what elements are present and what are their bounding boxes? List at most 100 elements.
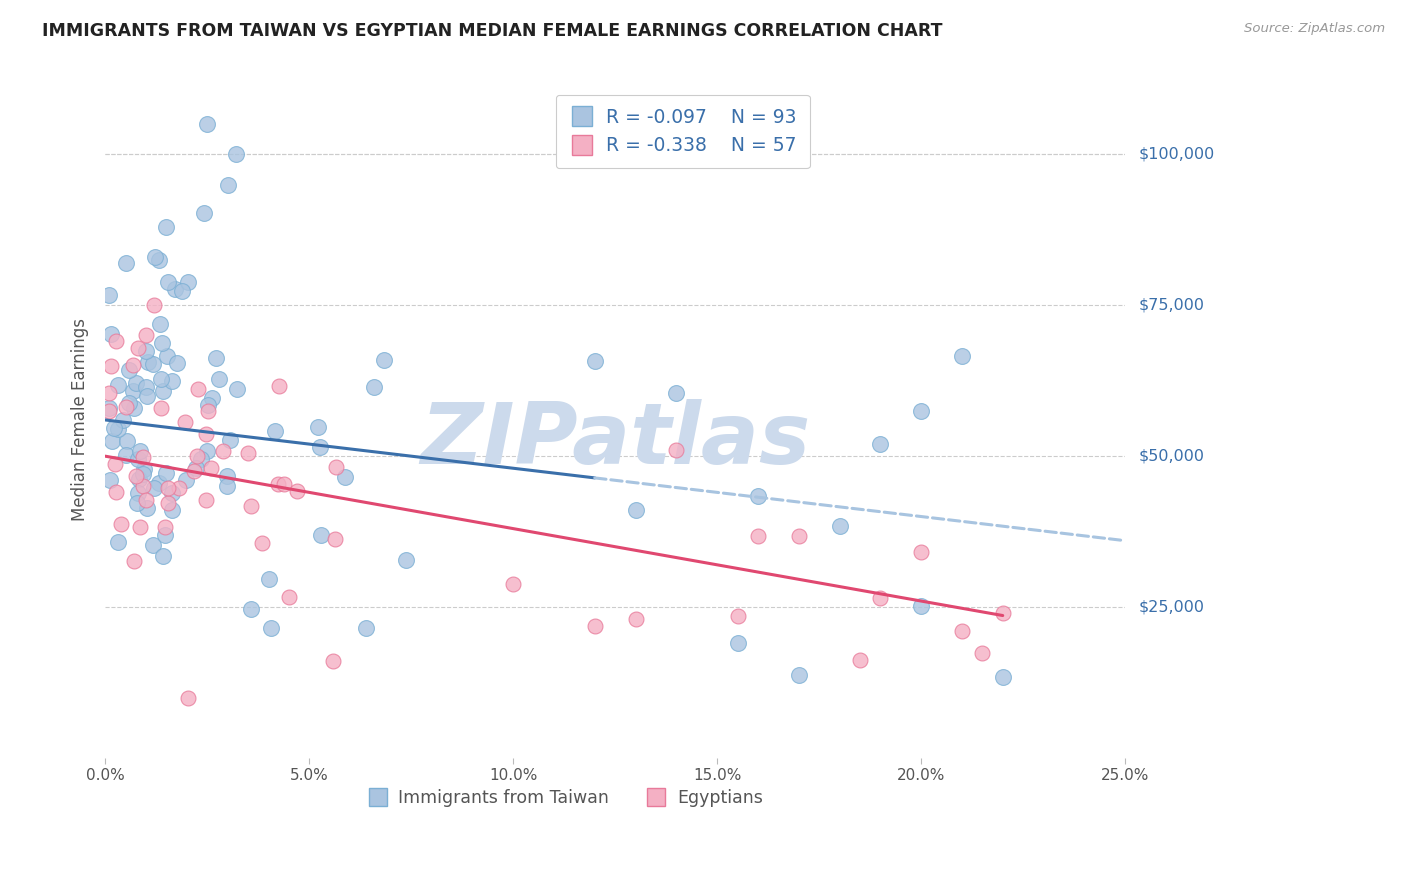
Point [278,590,301,604]
Point [186,450,208,464]
Point [142,357,165,371]
Point [240,602,263,616]
Point [115,434,138,449]
Point [910,544,932,558]
Point [115,400,138,414]
Point [155,219,177,234]
Point [373,352,395,367]
Point [174,473,197,487]
Point [747,529,769,543]
Point [122,358,145,372]
Point [205,351,228,365]
Point [143,482,166,496]
Point [156,275,179,289]
Point [727,609,749,624]
Point [98,401,121,415]
Point [225,147,247,161]
Point [195,443,218,458]
Point [160,502,183,516]
Point [225,382,247,396]
Point [787,668,810,682]
Point [273,477,295,491]
Point [950,349,973,363]
Point [150,335,173,350]
Point [910,599,932,614]
Point [136,355,159,369]
Point [118,362,141,376]
Text: $25,000: $25,000 [1139,599,1205,615]
Point [263,425,285,439]
Point [127,451,149,466]
Point [156,349,179,363]
Point [148,476,170,491]
Point [128,472,150,486]
Point [150,371,173,385]
Point [104,457,127,471]
Point [166,356,188,370]
Point [105,485,128,500]
Point [135,344,157,359]
Point [869,591,891,605]
Point [240,499,263,513]
Point [259,621,281,635]
Point [167,481,190,495]
Point [163,282,186,296]
Point [114,256,136,270]
Point [118,395,141,409]
Point [218,433,240,447]
Point [972,646,994,660]
Point [322,654,344,668]
Y-axis label: Median Female Earnings: Median Female Earnings [72,318,89,522]
Point [129,520,152,534]
Point [148,253,170,268]
Point [100,359,122,373]
Point [149,318,172,332]
Point [160,374,183,388]
Point [335,470,357,484]
Point [325,459,347,474]
Point [155,466,177,480]
Point [114,449,136,463]
Point [910,404,932,418]
Point [307,420,329,434]
Point [143,250,166,264]
Point [101,434,124,449]
Point [197,403,219,417]
Legend: Immigrants from Taiwan, Egyptians: Immigrants from Taiwan, Egyptians [359,781,770,814]
Point [127,485,149,500]
Point [183,464,205,478]
Point [267,477,290,491]
Point [991,607,1014,621]
Point [125,376,148,391]
Point [747,489,769,503]
Point [142,538,165,552]
Point [98,288,121,302]
Point [787,529,810,543]
Point [238,446,260,460]
Point [132,467,155,482]
Point [849,652,872,666]
Point [950,624,973,639]
Point [112,413,135,427]
Point [152,384,174,398]
Point [176,275,198,289]
Text: IMMIGRANTS FROM TAIWAN VS EGYPTIAN MEDIAN FEMALE EARNINGS CORRELATION CHART: IMMIGRANTS FROM TAIWAN VS EGYPTIAN MEDIA… [42,22,942,40]
Point [98,385,121,400]
Point [201,391,224,405]
Point [285,483,308,498]
Text: ZIPatlas: ZIPatlas [420,399,810,482]
Point [135,492,157,507]
Point [195,492,218,507]
Point [217,178,239,192]
Point [153,528,176,542]
Point [132,450,155,464]
Point [107,534,129,549]
Point [122,401,145,416]
Text: Source: ZipAtlas.com: Source: ZipAtlas.com [1244,22,1385,36]
Point [257,572,280,586]
Point [156,481,179,495]
Point [125,468,148,483]
Point [583,618,606,632]
Point [583,354,606,368]
Point [869,437,891,451]
